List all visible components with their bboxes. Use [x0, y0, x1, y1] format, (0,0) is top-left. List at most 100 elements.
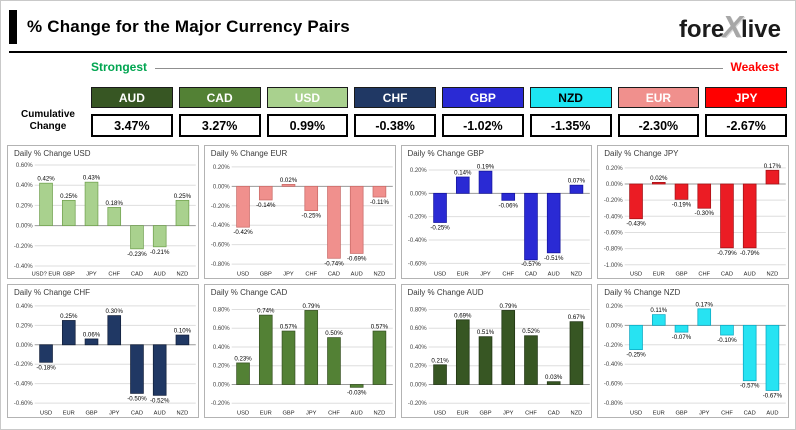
chart-title-cad: Daily % Change CAD	[210, 288, 288, 297]
bar-aud	[152, 344, 167, 396]
bar-value-label: 0.52%	[522, 328, 540, 335]
y-tick-label: 0.00%	[16, 343, 33, 349]
bar-value-label: 0.74%	[257, 308, 275, 315]
bar-value-label: 0.43%	[83, 175, 101, 182]
bar-value-label: 0.23%	[234, 355, 252, 362]
bar-value-label: -0.07%	[672, 334, 692, 341]
bar-usd	[629, 324, 644, 351]
bar-usd	[432, 364, 447, 385]
x-category-label: NZD	[767, 271, 779, 277]
bar-value-label: -0.57%	[740, 383, 760, 390]
bar-cad	[720, 183, 735, 249]
x-category-label: EUR	[456, 410, 468, 416]
logo-text-fore: fore	[678, 15, 725, 43]
bar-aud	[743, 183, 757, 249]
x-category-label: CHF	[108, 271, 120, 277]
x-category-label: EUR	[653, 271, 665, 277]
cumulative-value-chf: -0.38%	[354, 114, 436, 137]
bar-nzd	[175, 334, 190, 346]
y-tick-label: 0.00%	[213, 382, 230, 388]
cumulative-value-eur: -2.30%	[617, 114, 700, 137]
y-tick-label: 0.00%	[213, 184, 230, 190]
y-tick-label: -0.40%	[604, 214, 623, 220]
bar-chf	[720, 324, 735, 336]
y-tick-label: -0.20%	[211, 401, 230, 407]
bar-nzd	[372, 185, 386, 198]
bar-chf	[523, 335, 538, 385]
bar-eur	[455, 319, 470, 385]
x-category-label: NZD	[373, 410, 385, 416]
bar-gbp	[674, 183, 689, 200]
bar-jpy	[281, 184, 296, 187]
cumulative-value-nzd: -1.35%	[529, 114, 612, 137]
x-category-label: JPY	[699, 410, 710, 416]
x-category-label: NZD	[177, 271, 189, 277]
bar-value-label: 0.07%	[567, 178, 585, 185]
x-category-label: AUD	[154, 271, 166, 277]
y-tick-label: 0.00%	[16, 224, 33, 230]
cumulative-label-line2: Change	[29, 121, 67, 132]
bar-aud	[152, 225, 167, 248]
cumulative-value-aud: 3.47%	[91, 114, 173, 137]
bar-cad	[326, 185, 341, 259]
bar-value-label: -0.51%	[544, 255, 564, 262]
y-tick-label: -0.20%	[14, 244, 33, 250]
bar-aud	[765, 324, 780, 391]
x-category-label: USD	[630, 271, 642, 277]
bar-jpy	[500, 310, 515, 385]
bar-value-label: -0.57%	[521, 261, 541, 268]
chart-title-nzd: Daily % Change NZD	[604, 288, 681, 297]
bar-value-label: 0.67%	[567, 314, 585, 321]
chart-canvas-eur: 0.20% 0.00% -0.20% -0.40% -0.60% -0.80% -0.42%…	[211, 165, 393, 278]
bar-eur	[258, 314, 273, 385]
bar-value-label: 0.17%	[764, 163, 782, 170]
chart-card-eur: Daily % Change EUR 0.20% 0.00% -0.20% -0.40%…	[203, 145, 396, 279]
bar-jpy	[304, 310, 318, 385]
bar-usd	[629, 183, 644, 220]
y-tick-label: 0.20%	[16, 323, 33, 329]
x-category-label: CHF	[525, 410, 537, 416]
chart-title-gbp: Daily % Change GBP	[407, 149, 484, 158]
bar-value-label: -0.30%	[695, 210, 715, 217]
chart-canvas-cad: 0.80% 0.60% 0.40% 0.20% 0.00% -0.20% 0.23% USD 0…	[211, 303, 393, 417]
y-tick-label: 0.00%	[409, 382, 426, 388]
bar-value-label: -0.79%	[740, 250, 760, 257]
bar-nzd	[569, 184, 583, 194]
bar-value-label: 0.10%	[174, 328, 192, 335]
bar-value-label: -0.67%	[763, 392, 783, 399]
x-category-label: AUD	[547, 271, 559, 277]
x-category-label: CHF	[699, 271, 711, 277]
chart-title-aud: Daily % Change AUD	[407, 288, 484, 297]
bar-jpy	[107, 315, 122, 346]
strongest-label: Strongest	[91, 60, 148, 74]
y-tick-label: -0.60%	[14, 401, 33, 407]
bar-nzd	[765, 169, 780, 185]
x-category-label: CHF	[328, 410, 340, 416]
bar-aud	[349, 384, 364, 388]
cumulative-value-usd: 0.99%	[266, 114, 349, 137]
y-tick-label: -0.80%	[604, 247, 623, 253]
bar-cad	[546, 381, 560, 385]
y-tick-label: -0.60%	[211, 243, 230, 249]
bar-value-label: 0.50%	[325, 330, 343, 337]
currency-column-nzd: NZD -1.35%	[529, 87, 612, 137]
cumulative-value-cad: 3.27%	[178, 114, 261, 137]
y-tick-label: -0.20%	[407, 401, 426, 407]
y-tick-label: 0.20%	[606, 166, 623, 172]
title-accent-bar	[9, 9, 17, 44]
x-category-label: USD	[40, 410, 52, 416]
x-category-label: CAD	[131, 410, 143, 416]
chart-canvas-chf: 0.40% 0.20% 0.00% -0.20% -0.40% -0.60% -0.18% U…	[14, 304, 196, 417]
y-tick-label: -0.40%	[407, 238, 426, 244]
currency-column-eur: EUR -2.30%	[617, 87, 700, 137]
currency-header-usd: USD	[266, 87, 349, 108]
x-category-label: CHF	[502, 271, 514, 277]
bar-value-label: 0.69%	[454, 312, 472, 319]
currency-column-jpy: JPY -2.67%	[705, 87, 787, 137]
cumulative-value-jpy: -2.67%	[705, 114, 787, 137]
currency-header-gbp: GBP	[442, 87, 524, 108]
bar-value-label: 0.02%	[280, 177, 298, 184]
bar-value-label: 0.79%	[302, 303, 320, 310]
bar-gbp	[84, 338, 99, 346]
currency-column-usd: USD 0.99%	[266, 87, 349, 137]
